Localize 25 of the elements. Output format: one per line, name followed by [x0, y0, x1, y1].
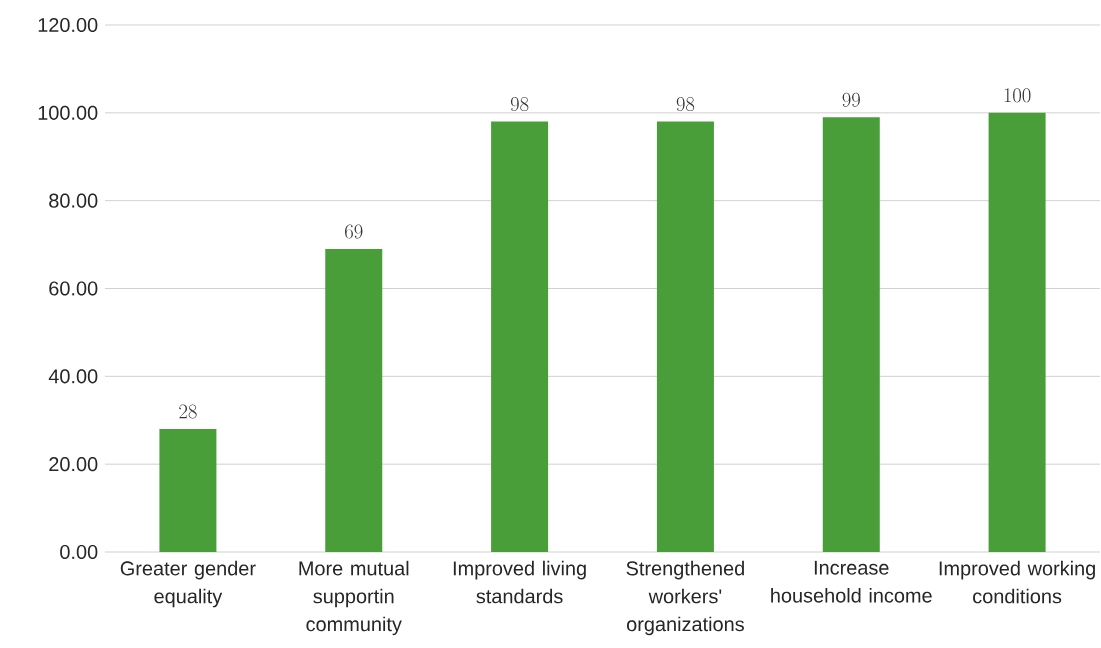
bar: [656, 121, 714, 552]
y-tick-label: 20.00: [49, 457, 98, 472]
y-tick-label: 60.00: [49, 281, 98, 296]
data-label: 98: [510, 97, 529, 112]
data-label: 100: [1004, 88, 1031, 103]
y-tick-label: 0.00: [60, 544, 98, 560]
bar: [159, 429, 217, 552]
data-label: 98: [676, 97, 695, 112]
bar: [325, 248, 383, 552]
y-tick-label: 80.00: [49, 193, 98, 208]
x-tick-label: Improved working conditions: [939, 560, 1095, 604]
x-tick-label: Improved living standards: [453, 560, 586, 604]
y-tick-label: 120.00: [38, 17, 98, 33]
bar: [822, 117, 880, 552]
data-label: 28: [179, 404, 197, 419]
x-tick-label: Increase household income: [771, 560, 932, 603]
y-tick-label: 100.00: [38, 105, 98, 120]
x-tick-label: Strengthened workers' organizations: [626, 560, 744, 636]
x-tick-label: Greater gender equality: [120, 560, 256, 608]
y-tick-label: 40.00: [48, 369, 98, 384]
data-label: 99: [842, 92, 860, 107]
bar: [491, 121, 549, 552]
bar: [988, 112, 1046, 552]
x-tick-label: More mutual supportin community: [299, 560, 409, 636]
data-label: 69: [345, 224, 363, 239]
